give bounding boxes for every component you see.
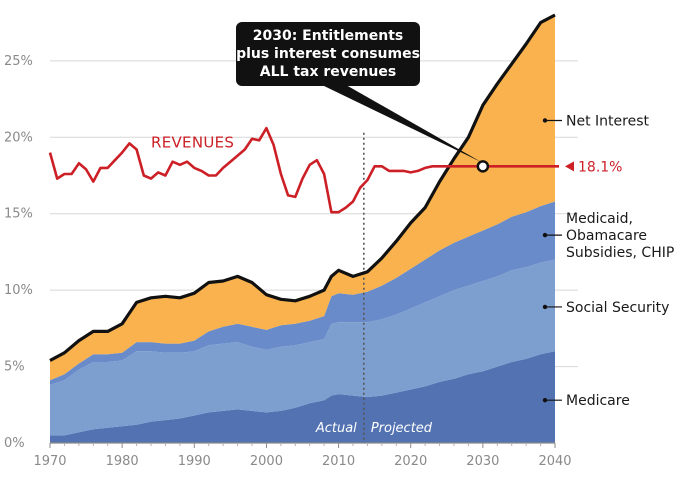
callout-line: plus interest consumes bbox=[236, 46, 420, 62]
axis-layer: 0% 5% 10% 15% 20% 25% 1970 1980 1990 2000 2010 2020… bbox=[4, 54, 572, 469]
area-series-3 bbox=[50, 15, 555, 381]
series-label-1: Obamacare bbox=[566, 228, 647, 244]
area-series-1 bbox=[50, 259, 555, 436]
series-label-3: Medicare bbox=[566, 393, 630, 409]
x-tick-label: 2000 bbox=[250, 454, 283, 469]
x-tick-label: 2040 bbox=[538, 454, 571, 469]
y-tick-label: 20% bbox=[4, 130, 33, 145]
x-tick-label: 1980 bbox=[106, 454, 139, 469]
x-tick-label: 1970 bbox=[33, 454, 66, 469]
label-actual: Actual bbox=[315, 421, 357, 436]
y-tick-label: 25% bbox=[4, 54, 33, 69]
callout-pointer bbox=[322, 85, 482, 163]
callout-line: ALL tax revenues bbox=[260, 64, 396, 80]
callout-box bbox=[236, 22, 420, 86]
y-tick-label: 5% bbox=[4, 360, 25, 375]
series-label-1: Medicaid, bbox=[566, 211, 633, 227]
revenues-end-value: 18.1% bbox=[578, 159, 622, 175]
label-projected: Projected bbox=[371, 421, 433, 436]
y-tick-label: 15% bbox=[4, 207, 33, 222]
revenues-label: REVENUES bbox=[151, 133, 234, 151]
area-series-0 bbox=[50, 351, 555, 443]
x-tick-label: 1990 bbox=[178, 454, 211, 469]
x-tick-label: 2020 bbox=[394, 454, 427, 469]
series-label-1: Subsidies, CHIP bbox=[566, 245, 674, 261]
total-spending-line bbox=[49, 13, 556, 362]
series-label-2: Social Security bbox=[566, 300, 669, 316]
x-tick-label: 2010 bbox=[322, 454, 355, 469]
series-label-0: Net Interest bbox=[566, 113, 649, 129]
revenues-line bbox=[48, 126, 559, 214]
revenues-end-marker bbox=[565, 161, 574, 172]
label-layer: REVENUES 18.1% Net Interest Medicaid,Obamac… bbox=[151, 113, 674, 409]
stacked-area-layer bbox=[50, 15, 555, 443]
line-layer bbox=[48, 13, 559, 362]
callout-line: 2030: Entitlements bbox=[253, 28, 404, 44]
x-tick-label: 2030 bbox=[466, 454, 499, 469]
y-tick-label: 0% bbox=[4, 436, 25, 451]
callout-layer: 2030: Entitlements plus interest consumes… bbox=[236, 22, 490, 173]
crossover-point bbox=[476, 160, 490, 173]
y-tick-label: 10% bbox=[4, 283, 33, 298]
